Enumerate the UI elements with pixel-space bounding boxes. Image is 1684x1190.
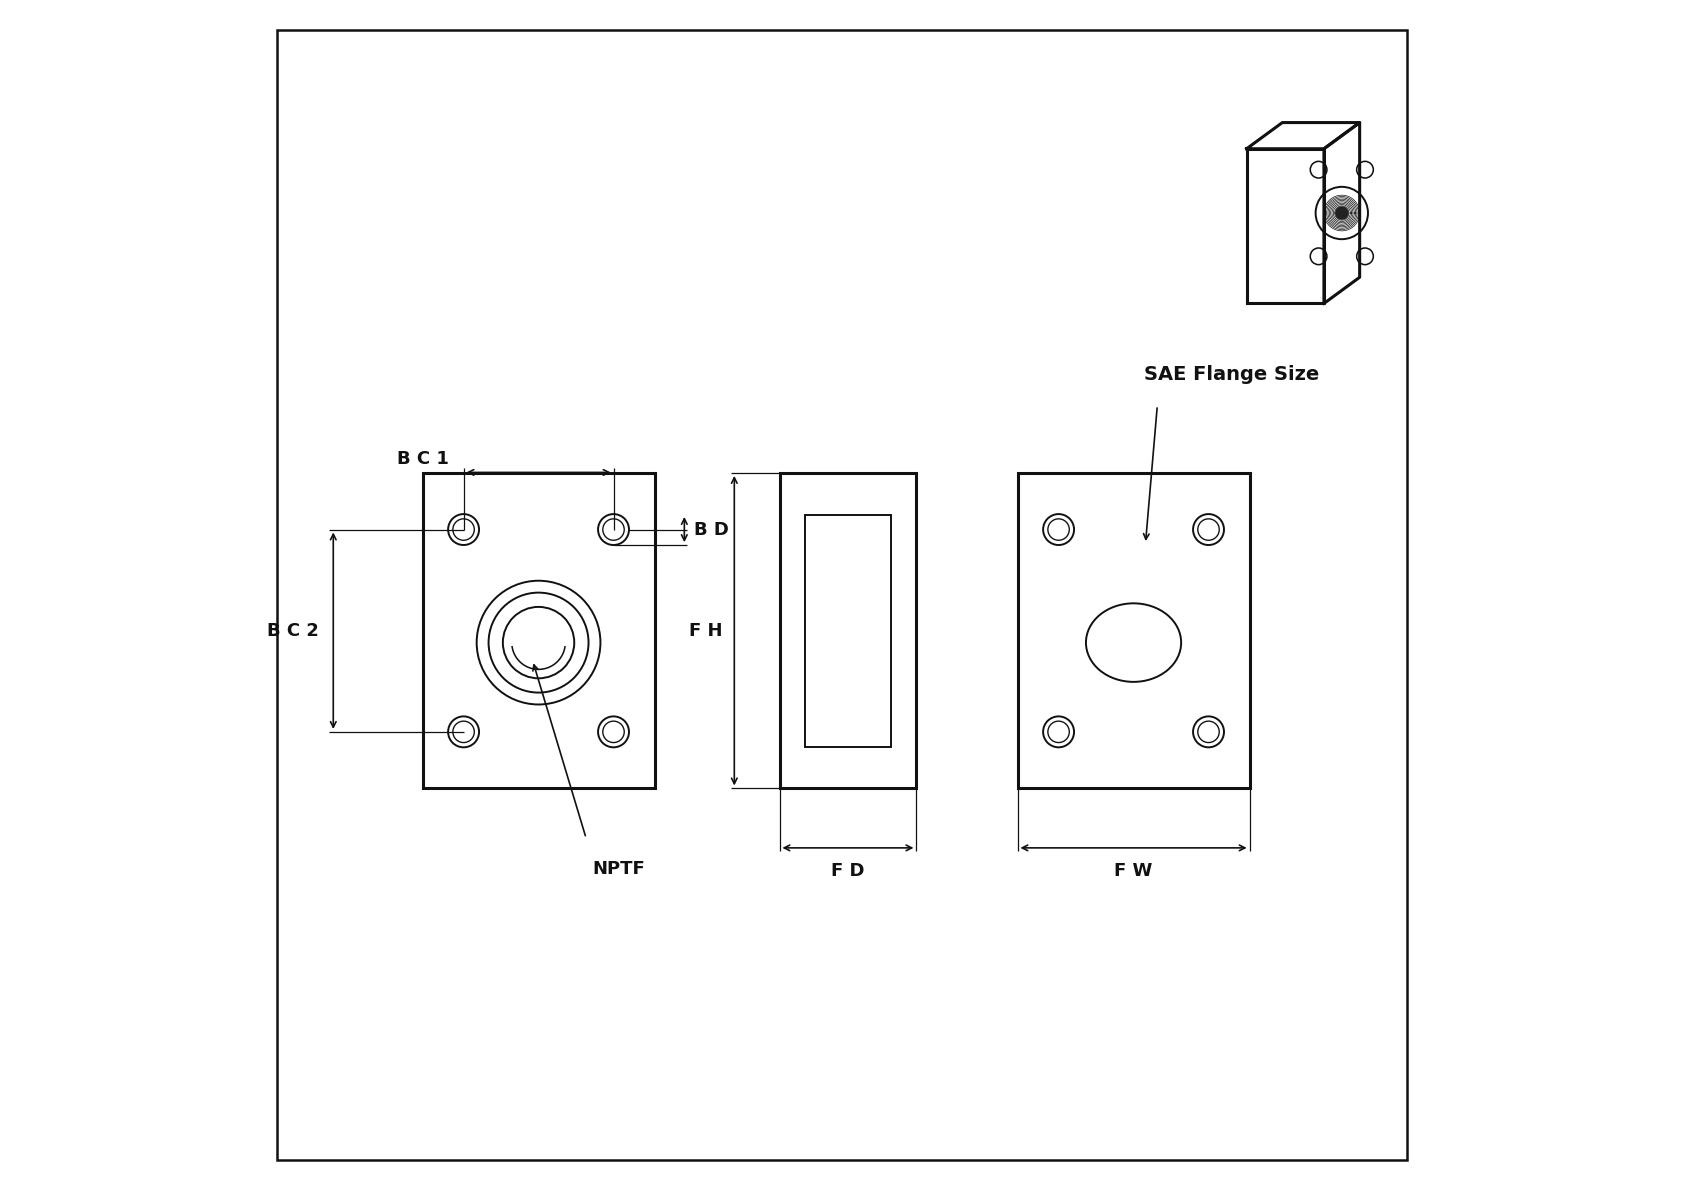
Text: F H: F H	[689, 621, 722, 640]
Text: B C 2: B C 2	[268, 621, 318, 640]
Text: F D: F D	[832, 862, 864, 881]
Bar	[780, 474, 916, 789]
Text: NPTF: NPTF	[593, 860, 645, 878]
Circle shape	[1335, 206, 1349, 220]
Bar	[805, 515, 891, 747]
Text: B C 1: B C 1	[397, 450, 450, 468]
Text: B D: B D	[694, 520, 729, 539]
Bar	[423, 474, 655, 789]
Text: SAE Flange Size: SAE Flange Size	[1143, 365, 1319, 384]
Bar	[1017, 474, 1250, 789]
Text: F W: F W	[1115, 862, 1154, 881]
